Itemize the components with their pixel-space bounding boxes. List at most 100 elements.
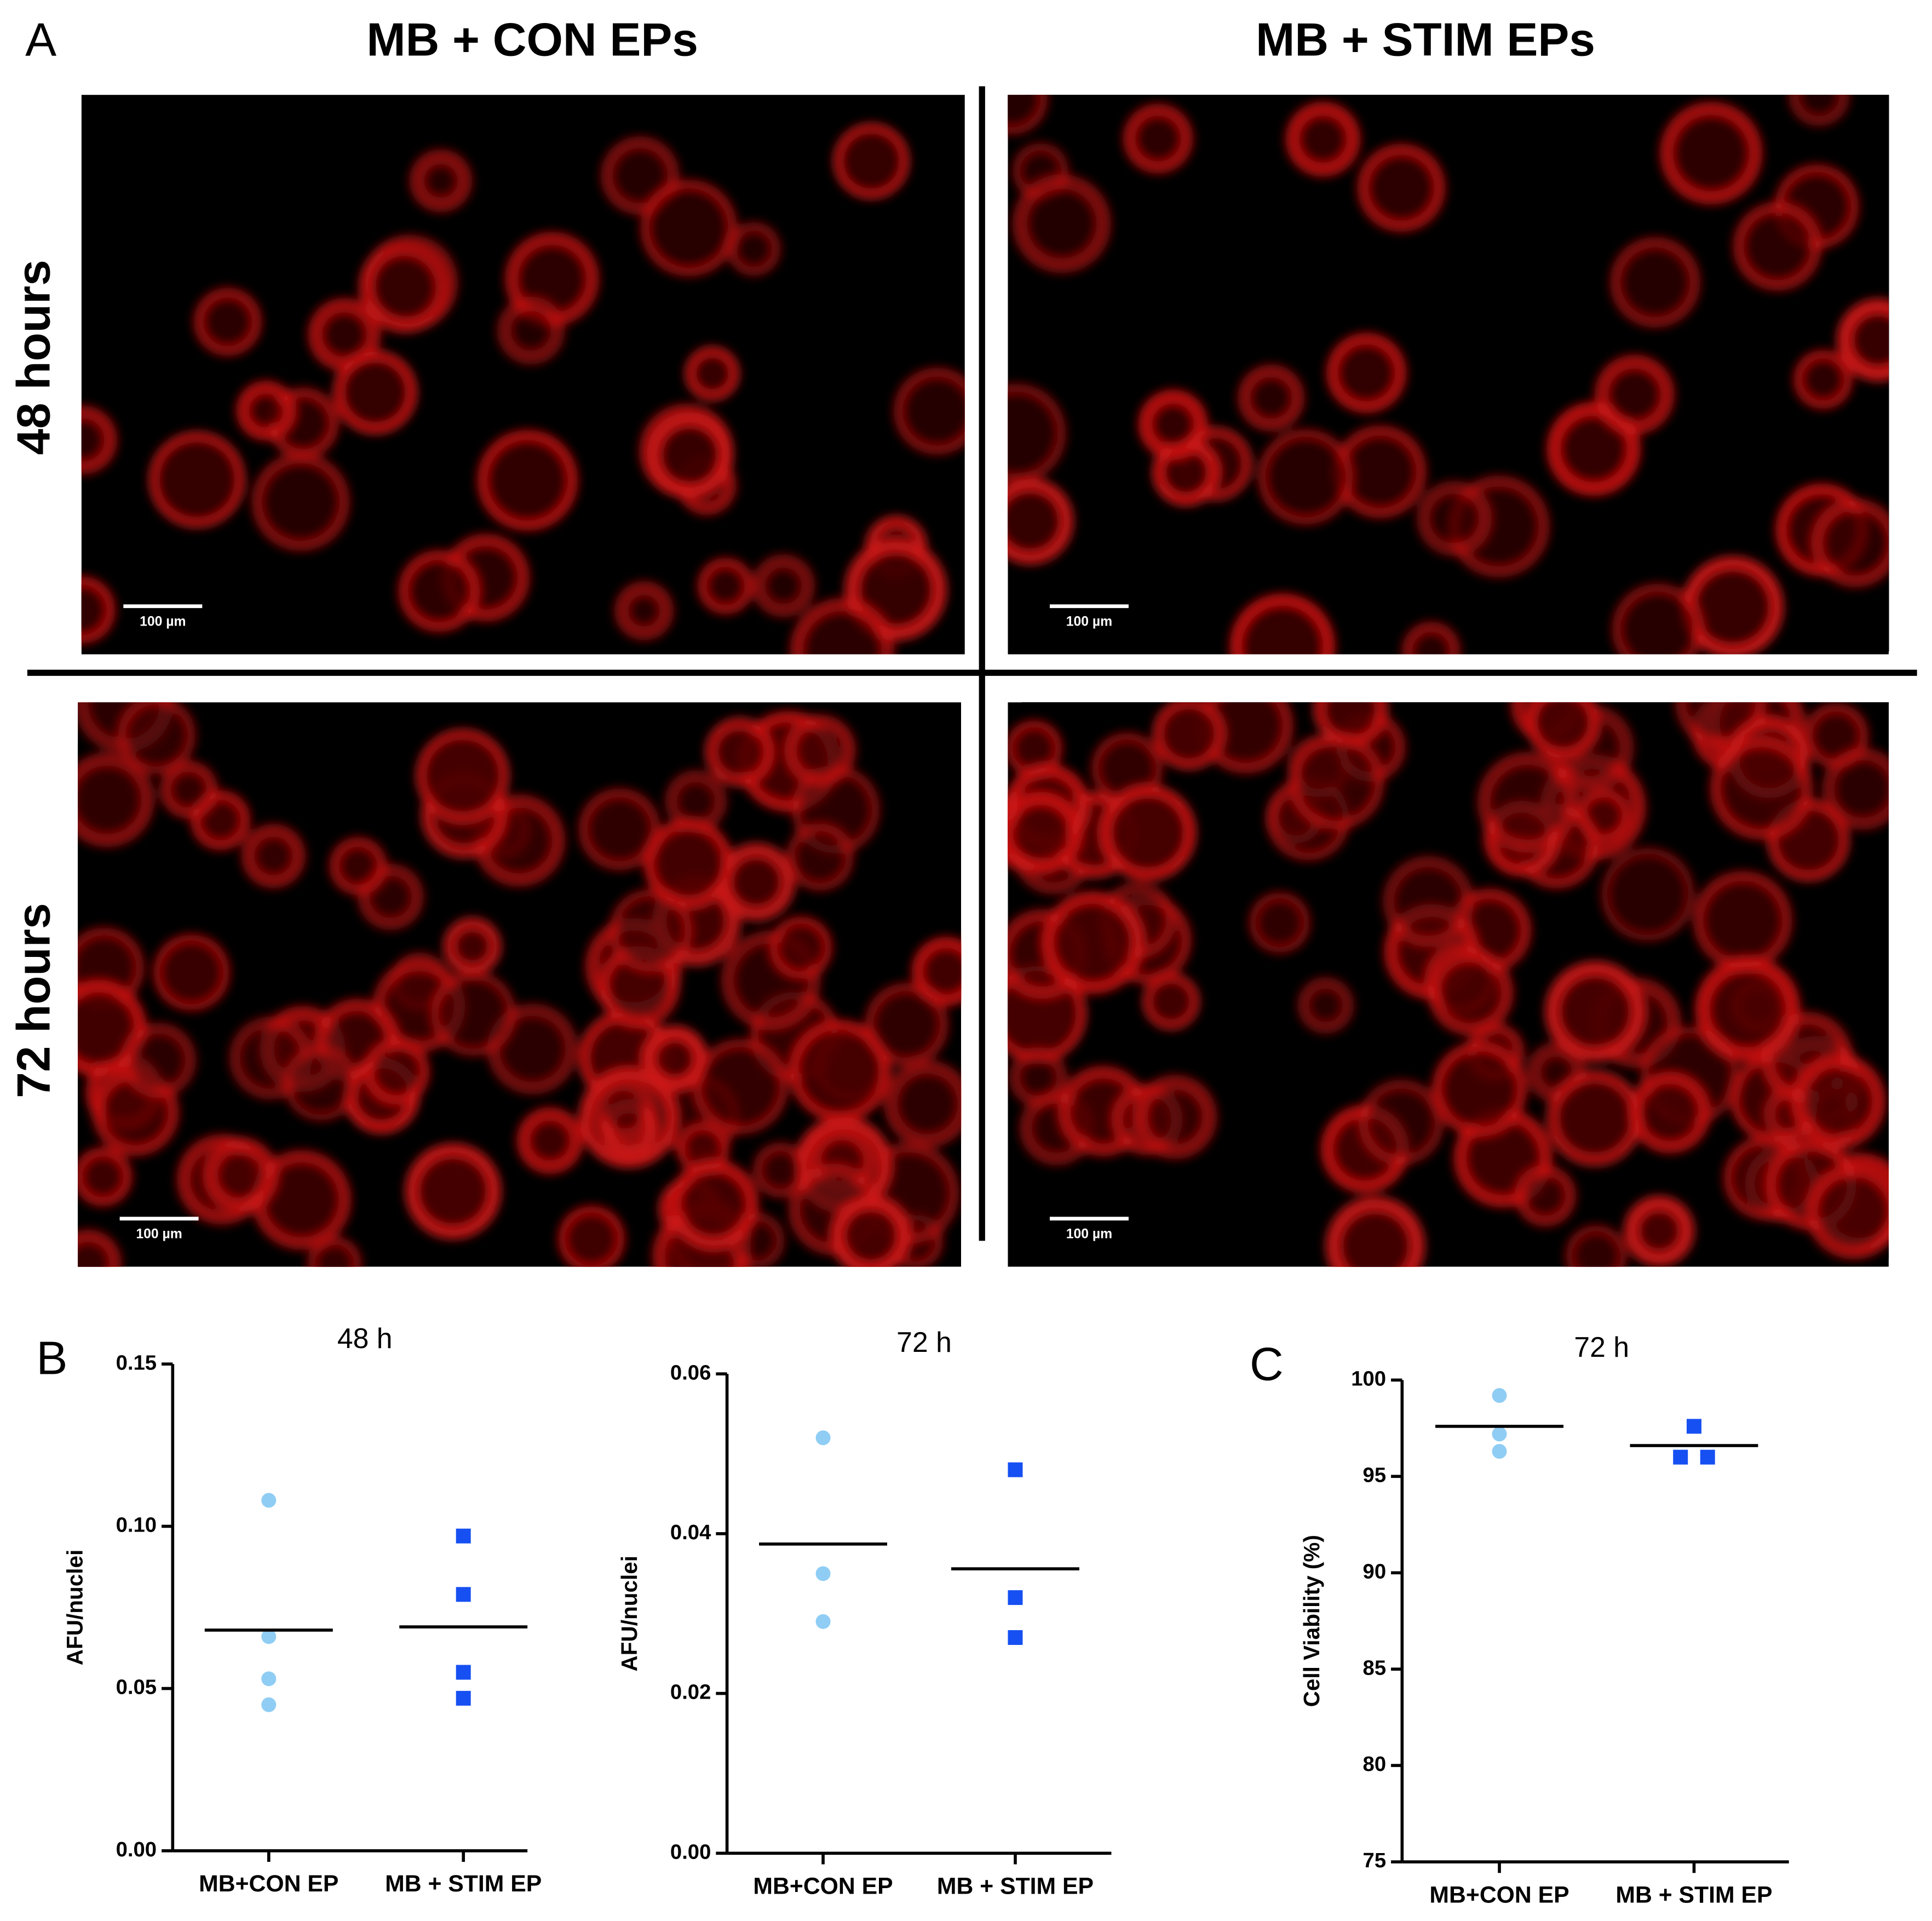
cell bbox=[241, 823, 306, 888]
cell bbox=[1601, 847, 1695, 942]
cell bbox=[1811, 498, 1889, 588]
cell bbox=[251, 452, 350, 551]
chart-title: 72 h bbox=[896, 1326, 952, 1358]
cell bbox=[1123, 104, 1193, 174]
data-point bbox=[456, 1690, 471, 1706]
cell bbox=[307, 1236, 362, 1267]
cell bbox=[416, 729, 509, 822]
chart-title: 48 h bbox=[337, 1322, 393, 1354]
cell bbox=[1383, 856, 1474, 947]
cell bbox=[149, 432, 245, 528]
y-tick-label: 0.15 bbox=[116, 1351, 157, 1374]
cell bbox=[685, 346, 740, 401]
cell bbox=[1008, 478, 1074, 565]
y-tick-label: 0.02 bbox=[670, 1681, 711, 1704]
scale-bar-label: 100 µm bbox=[1066, 615, 1112, 629]
cell bbox=[358, 242, 450, 334]
data-point bbox=[815, 1430, 831, 1446]
data-point bbox=[815, 1566, 831, 1581]
cells bbox=[81, 123, 965, 655]
cell bbox=[1229, 593, 1336, 655]
data-point bbox=[456, 1587, 471, 1602]
cell bbox=[121, 1023, 197, 1098]
data-point bbox=[1008, 1590, 1023, 1605]
cell bbox=[1237, 364, 1305, 432]
cell bbox=[1142, 973, 1200, 1030]
cells bbox=[1008, 702, 1889, 1267]
panel-label: C bbox=[1250, 1339, 1284, 1391]
data-point bbox=[1008, 1630, 1023, 1645]
cell bbox=[1402, 621, 1461, 655]
data-point bbox=[1686, 1419, 1701, 1434]
cell bbox=[669, 1160, 759, 1250]
cell bbox=[1710, 737, 1813, 840]
cell bbox=[1313, 702, 1388, 747]
data-point bbox=[1673, 1449, 1688, 1465]
cell bbox=[557, 1205, 625, 1267]
y-tick-label: 90 bbox=[1363, 1559, 1387, 1583]
data-point bbox=[1492, 1426, 1507, 1442]
cell bbox=[609, 889, 693, 972]
y-tick-label: 100 bbox=[1351, 1367, 1386, 1391]
x-tick-label: MB+CON EP bbox=[1429, 1882, 1569, 1908]
cell bbox=[1788, 95, 1850, 127]
cell bbox=[833, 123, 910, 199]
x-tick-label: MB + STIM EP bbox=[937, 1873, 1094, 1900]
y-axis-label: AFU/nuclei bbox=[62, 1550, 88, 1665]
cell bbox=[81, 576, 116, 644]
column-header: MB + STIM EPs bbox=[1256, 14, 1595, 66]
data-point bbox=[456, 1665, 471, 1680]
cell bbox=[590, 1076, 657, 1143]
data-point bbox=[1492, 1388, 1507, 1403]
cell bbox=[1008, 792, 1082, 874]
cell bbox=[646, 411, 733, 499]
scale-bar-label: 100 µm bbox=[1066, 1227, 1112, 1242]
cell bbox=[1285, 101, 1361, 177]
x-tick-label: MB+CON EP bbox=[199, 1871, 338, 1897]
cell bbox=[329, 836, 388, 895]
cell bbox=[864, 982, 949, 1067]
cell bbox=[1357, 144, 1446, 232]
cell bbox=[159, 760, 218, 819]
y-tick-label: 0.00 bbox=[116, 1838, 157, 1861]
cell bbox=[786, 823, 854, 891]
cell bbox=[193, 288, 262, 356]
cell bbox=[443, 917, 502, 976]
cell bbox=[1659, 101, 1763, 205]
y-tick-label: 80 bbox=[1363, 1752, 1387, 1776]
cell bbox=[769, 916, 832, 979]
scale-bar-label: 100 µm bbox=[140, 615, 186, 629]
cell bbox=[692, 1039, 789, 1134]
y-tick-label: 0.10 bbox=[116, 1513, 157, 1536]
cell bbox=[665, 770, 727, 833]
data-point bbox=[1008, 1462, 1023, 1477]
cell bbox=[1609, 237, 1701, 328]
cell bbox=[1624, 1195, 1695, 1266]
cell bbox=[1514, 1165, 1577, 1227]
cell bbox=[516, 1107, 584, 1174]
cell bbox=[1612, 583, 1704, 655]
cell bbox=[751, 554, 815, 618]
cell bbox=[1431, 1041, 1527, 1137]
cell bbox=[614, 581, 674, 641]
cell bbox=[1289, 734, 1384, 830]
cell bbox=[78, 752, 154, 847]
cell bbox=[752, 1142, 809, 1198]
cell bbox=[640, 179, 738, 277]
cell bbox=[1132, 1075, 1217, 1160]
cell bbox=[1153, 702, 1225, 770]
cell bbox=[78, 1147, 133, 1207]
cells bbox=[78, 702, 962, 1267]
y-tick-label: 95 bbox=[1363, 1463, 1387, 1487]
data-point bbox=[1700, 1449, 1715, 1465]
cell bbox=[578, 788, 661, 870]
cell bbox=[1416, 480, 1492, 557]
micrographs: 100 µm 100 µm 100 µm 100 µm bbox=[78, 95, 1889, 1267]
cell bbox=[497, 296, 565, 365]
cell bbox=[1009, 1048, 1068, 1107]
cell bbox=[1822, 748, 1889, 830]
cell bbox=[1138, 389, 1208, 460]
cell bbox=[1325, 1196, 1425, 1267]
